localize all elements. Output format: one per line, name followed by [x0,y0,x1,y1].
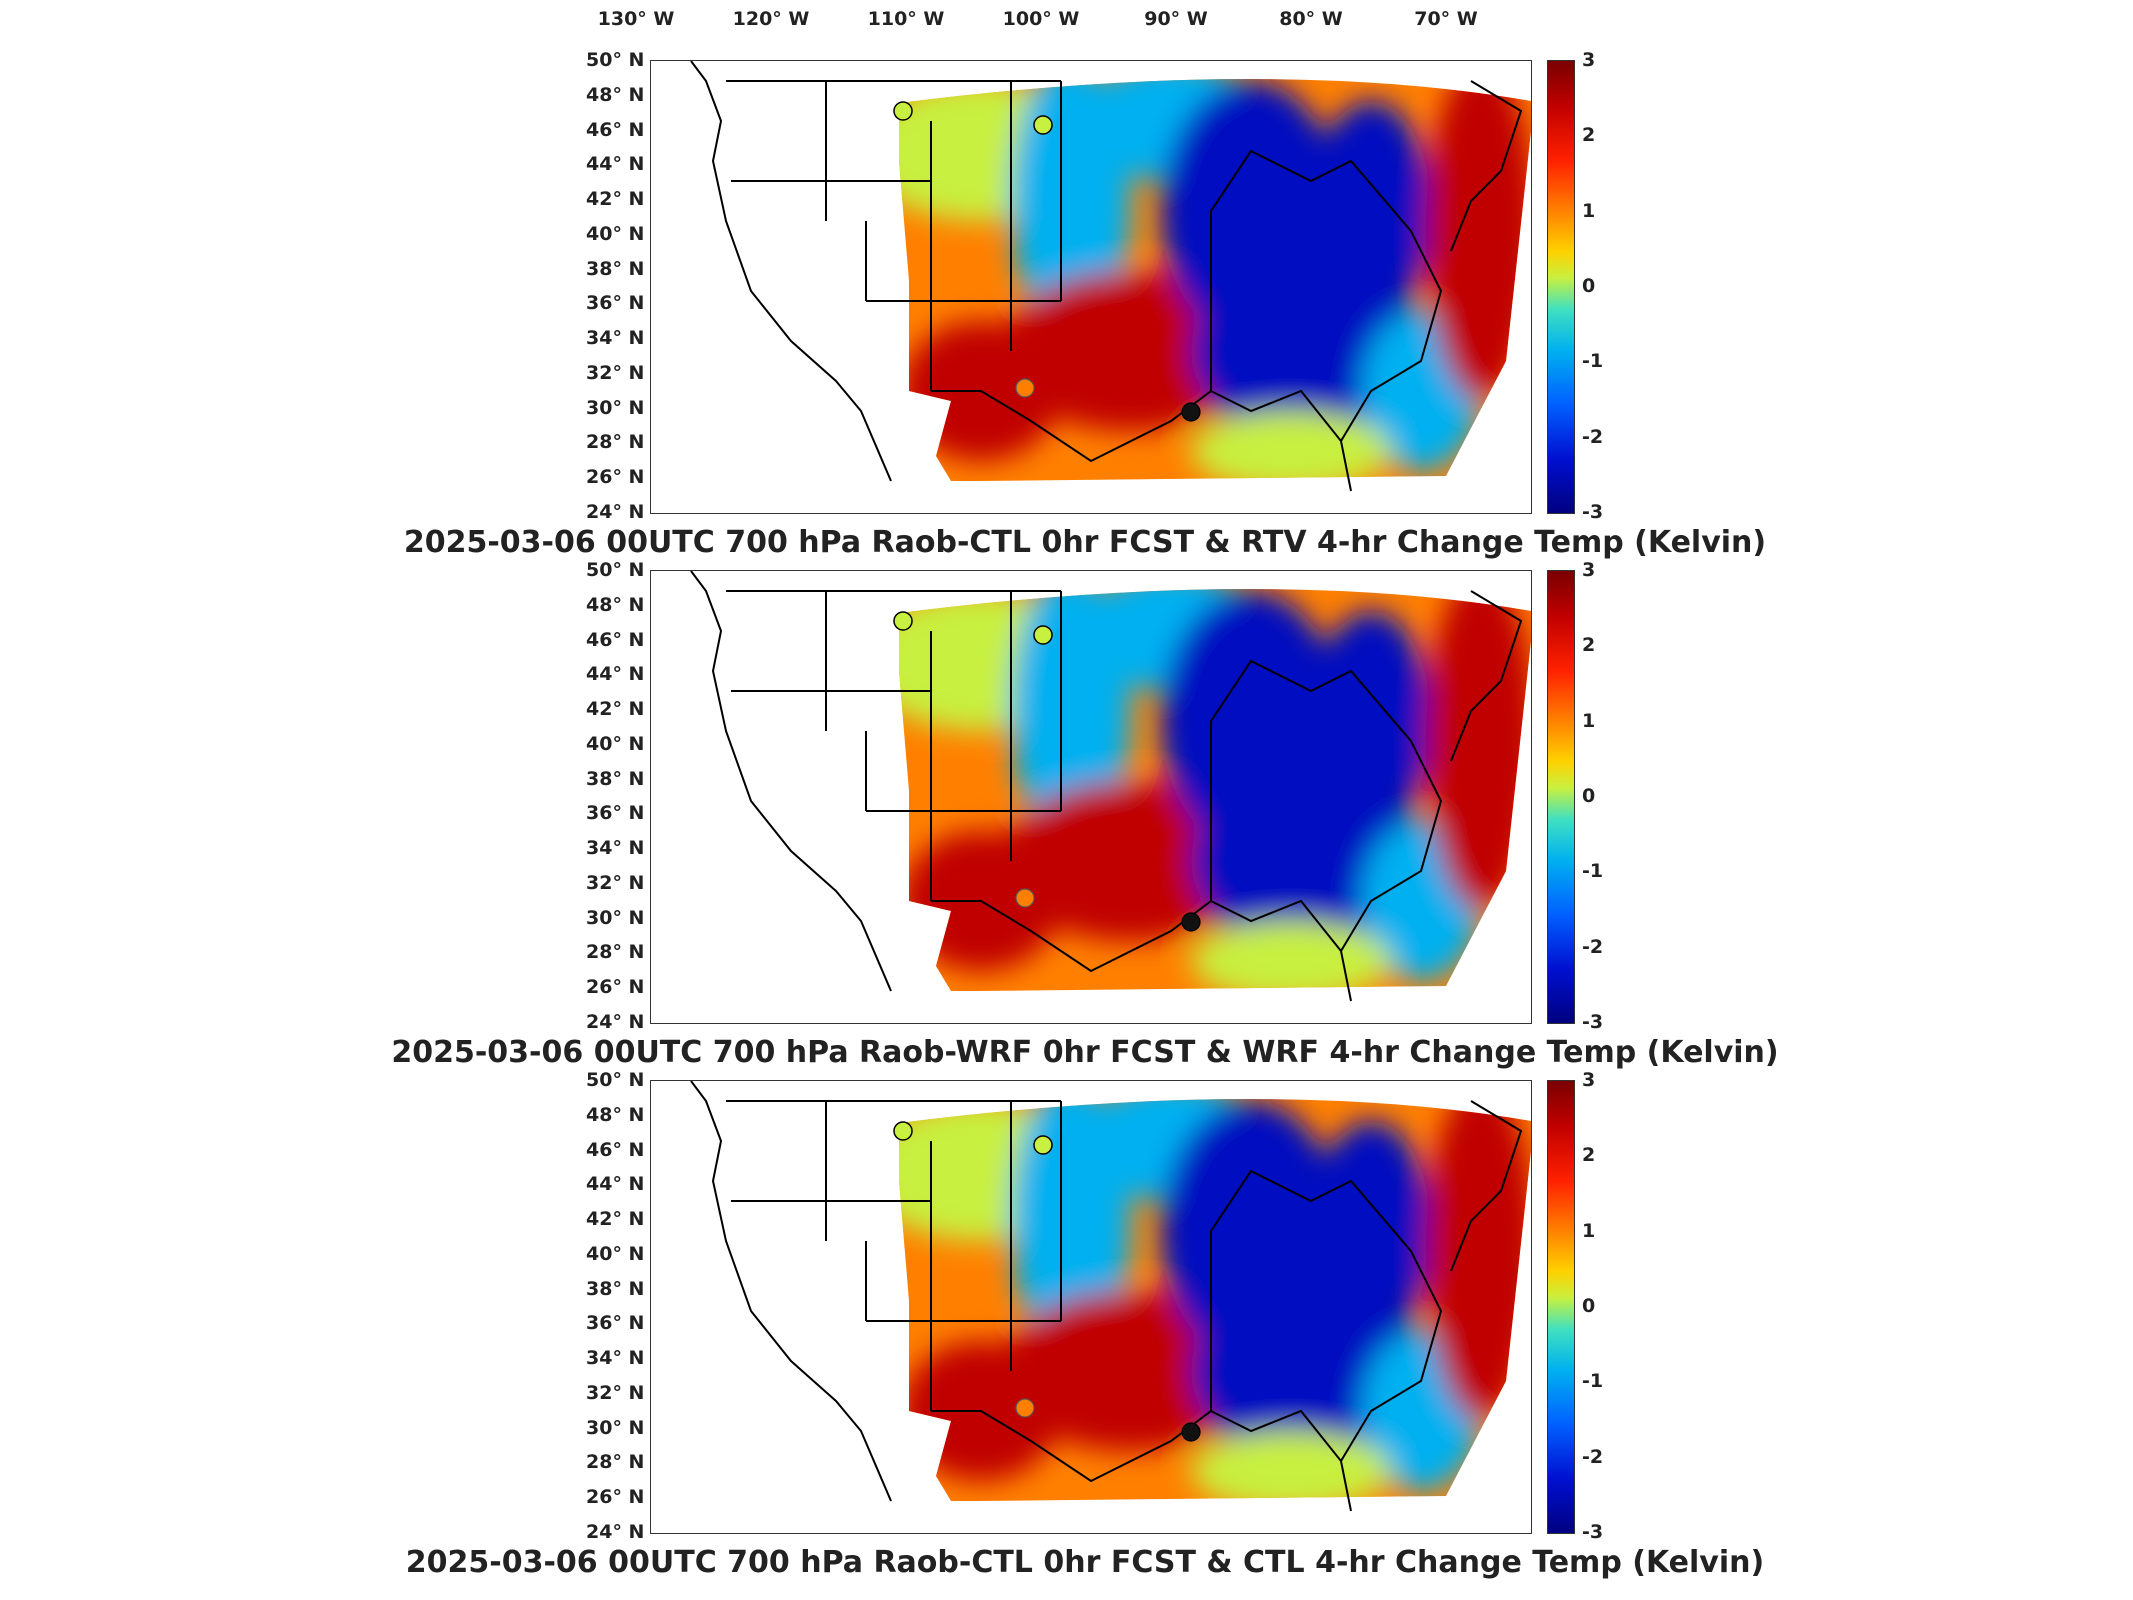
lat-label: 24° N [586,1011,645,1033]
lat-label: 38° N [586,257,645,280]
colorbar-tick: 3 [1582,49,1596,71]
colorbar-tick: 1 [1582,1219,1596,1242]
colorbar-tick: 2 [1582,124,1596,147]
lat-label: 38° N [586,1277,645,1300]
lat-label: 50° N [586,1069,645,1091]
lat-label: 46° N [586,628,645,651]
lat-label: 44° N [586,663,645,686]
lat-label: 48° N [586,83,645,106]
temperature-field [899,1098,1531,1501]
lat-label: 40° N [586,1242,645,1265]
colorbar-tick: 1 [1582,199,1596,222]
colorbar-tick: -3 [1582,1521,1604,1543]
lat-label: 48° N [586,1103,645,1126]
state-borders [690,1081,1523,1512]
colorbar-tick: -3 [1582,1011,1604,1033]
lat-label: 34° N [586,1347,645,1370]
state-borders [690,61,1523,492]
lat-label: 36° N [586,292,645,315]
lat-label: 26° N [586,1486,645,1509]
colorbar-tick: 1 [1582,709,1596,732]
panel-title: 2025-03-06 00UTC 700 hPa Raob-CTL 0hr FC… [405,1545,1765,1580]
colorbar [1547,1080,1575,1534]
lat-label: 24° N [586,501,645,523]
colorbar-tick: -2 [1582,935,1604,958]
lon-label-90w: 90° W [1144,8,1208,30]
colorbar-tick: 3 [1582,559,1596,581]
lat-label: 34° N [586,327,645,350]
lon-label-130w: 130° W [597,8,675,30]
lat-label: 46° N [586,118,645,141]
colorbar-tick: -3 [1582,501,1604,523]
lat-label: 48° N [586,593,645,616]
lat-label: 40° N [586,732,645,755]
colorbar-tick: -2 [1582,1445,1604,1468]
colorbar [1547,60,1575,514]
colorbar-tick: 3 [1582,1069,1596,1091]
lat-label: 30° N [586,1416,645,1439]
temperature-field [899,588,1531,991]
lat-label: 40° N [586,222,645,245]
lat-label: 30° N [586,906,645,929]
lat-label: 28° N [586,941,645,964]
lat-label: 44° N [586,1173,645,1196]
map-svg [690,571,1531,1002]
colorbar-tick: -1 [1582,350,1604,373]
colorbar-tick: 2 [1582,634,1596,657]
colorbar-tick: 2 [1582,1144,1596,1167]
colorbar [1547,570,1575,1024]
lat-label: 26° N [586,976,645,999]
lon-label-100w: 100° W [1002,8,1080,30]
lon-label-80w: 80° W [1279,8,1343,30]
lat-label: 32° N [586,1381,645,1404]
colorbar-tick: -1 [1582,1370,1604,1393]
lat-label: 28° N [586,1451,645,1474]
colorbar-tick: -2 [1582,425,1604,448]
panel-title: 2025-03-06 00UTC 700 hPa Raob-WRF 0hr FC… [391,1035,1779,1070]
lat-label: 26° N [586,466,645,489]
map-area-ctl [650,1080,1532,1534]
lat-label: 36° N [586,802,645,825]
panel-title: 2025-03-06 00UTC 700 hPa Raob-CTL 0hr FC… [403,525,1767,560]
lat-label: 42° N [586,698,645,721]
colorbar-tick: -1 [1582,860,1604,883]
lat-label: 42° N [586,1208,645,1231]
map-area-wrf [650,570,1532,1024]
lat-label: 44° N [586,153,645,176]
map-area-rtv [650,60,1532,514]
colorbar-tick: 0 [1582,275,1596,297]
lat-label: 50° N [586,49,645,71]
state-borders [690,571,1523,1002]
lon-label-70w: 70° W [1414,8,1478,30]
lat-label: 34° N [586,837,645,860]
map-svg [690,61,1531,492]
colorbar-tick: 0 [1582,1295,1596,1317]
lat-label: 42° N [586,188,645,211]
temperature-field [899,78,1531,481]
lat-label: 28° N [586,431,645,454]
lat-label: 30° N [586,396,645,419]
lat-label: 24° N [586,1521,645,1543]
lon-label-120w: 120° W [732,8,810,30]
lat-label: 50° N [586,559,645,581]
lat-label: 32° N [586,871,645,894]
lat-label: 38° N [586,767,645,790]
map-svg [690,1081,1531,1512]
lon-label-110w: 110° W [867,8,945,30]
lat-label: 36° N [586,1312,645,1335]
colorbar-tick: 0 [1582,785,1596,807]
lat-label: 46° N [586,1138,645,1161]
lat-label: 32° N [586,361,645,384]
